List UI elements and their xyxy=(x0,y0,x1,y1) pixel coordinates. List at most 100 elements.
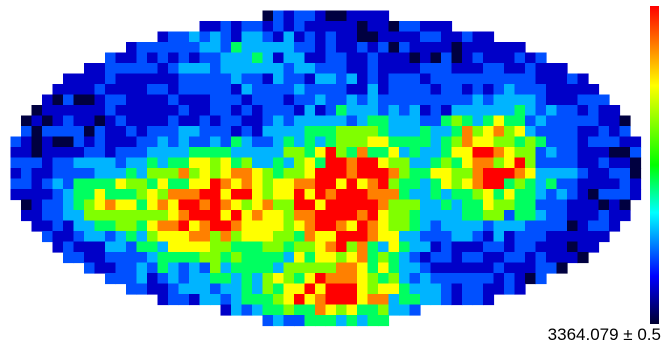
map-pixel xyxy=(189,199,201,211)
map-pixel xyxy=(525,136,537,148)
map-pixel xyxy=(157,73,169,85)
map-pixel xyxy=(588,126,600,138)
map-pixel xyxy=(409,178,421,190)
map-pixel xyxy=(168,157,180,169)
map-pixel xyxy=(420,210,432,222)
map-pixel xyxy=(556,157,568,169)
map-pixel xyxy=(357,84,369,96)
map-pixel xyxy=(430,84,442,96)
map-pixel xyxy=(105,157,117,169)
map-pixel xyxy=(157,231,169,243)
map-pixel xyxy=(420,63,432,75)
map-pixel xyxy=(388,241,400,253)
map-pixel xyxy=(199,115,211,127)
map-pixel xyxy=(252,126,264,138)
map-pixel xyxy=(168,231,180,243)
map-pixel xyxy=(577,94,589,106)
map-pixel xyxy=(315,304,327,316)
map-pixel xyxy=(357,31,369,43)
map-pixel xyxy=(283,252,295,264)
map-pixel xyxy=(346,157,358,169)
map-pixel xyxy=(336,84,348,96)
map-pixel xyxy=(115,63,127,75)
map-pixel xyxy=(283,126,295,138)
map-pixel xyxy=(399,115,411,127)
map-pixel xyxy=(378,231,390,243)
map-pixel xyxy=(493,157,505,169)
map-pixel xyxy=(157,168,169,180)
map-pixel xyxy=(430,252,442,264)
map-pixel xyxy=(220,178,232,190)
map-pixel xyxy=(273,10,285,22)
map-pixel xyxy=(556,126,568,138)
map-pixel xyxy=(199,231,211,243)
map-pixel xyxy=(147,220,159,232)
map-pixel xyxy=(21,199,33,211)
map-pixel xyxy=(451,115,463,127)
map-pixel xyxy=(136,252,148,264)
map-pixel xyxy=(462,262,474,274)
map-pixel xyxy=(378,105,390,117)
map-pixel xyxy=(262,126,274,138)
map-pixel xyxy=(94,94,106,106)
map-pixel xyxy=(388,178,400,190)
map-pixel xyxy=(115,262,127,274)
map-pixel xyxy=(73,126,85,138)
map-pixel xyxy=(619,157,631,169)
map-pixel xyxy=(283,42,295,54)
map-pixel xyxy=(609,157,621,169)
map-pixel xyxy=(178,199,190,211)
map-pixel xyxy=(367,21,379,33)
map-pixel xyxy=(325,21,337,33)
map-pixel xyxy=(336,136,348,148)
map-pixel xyxy=(84,73,96,85)
map-pixel xyxy=(84,147,96,159)
map-pixel xyxy=(178,147,190,159)
map-pixel xyxy=(231,168,243,180)
map-pixel xyxy=(199,273,211,285)
map-pixel xyxy=(430,126,442,138)
map-pixel xyxy=(220,21,232,33)
map-pixel xyxy=(220,220,232,232)
map-pixel xyxy=(115,210,127,222)
map-pixel xyxy=(504,168,516,180)
map-pixel xyxy=(220,294,232,306)
map-pixel xyxy=(31,220,43,232)
map-pixel xyxy=(346,294,358,306)
map-pixel xyxy=(472,31,484,43)
map-pixel xyxy=(84,210,96,222)
map-pixel xyxy=(388,73,400,85)
map-pixel xyxy=(451,189,463,201)
map-pixel xyxy=(483,252,495,264)
map-pixel xyxy=(567,178,579,190)
map-pixel xyxy=(304,94,316,106)
map-pixel xyxy=(525,73,537,85)
map-pixel xyxy=(273,136,285,148)
map-pixel xyxy=(504,42,516,54)
map-pixel xyxy=(84,126,96,138)
map-pixel xyxy=(388,189,400,201)
map-pixel xyxy=(168,31,180,43)
map-pixel xyxy=(535,241,547,253)
map-pixel xyxy=(178,168,190,180)
map-pixel xyxy=(346,168,358,180)
map-pixel xyxy=(273,210,285,222)
map-pixel xyxy=(462,84,474,96)
map-pixel xyxy=(273,63,285,75)
map-pixel xyxy=(357,283,369,295)
map-pixel xyxy=(420,42,432,54)
map-pixel xyxy=(325,220,337,232)
map-pixel xyxy=(388,126,400,138)
map-pixel xyxy=(546,126,558,138)
map-pixel xyxy=(262,73,274,85)
map-pixel xyxy=(336,147,348,159)
map-pixel xyxy=(514,220,526,232)
map-pixel xyxy=(126,73,138,85)
map-pixel xyxy=(84,189,96,201)
map-pixel xyxy=(94,220,106,232)
map-pixel xyxy=(630,189,642,201)
map-pixel xyxy=(493,262,505,274)
map-pixel xyxy=(315,315,327,327)
map-pixel xyxy=(525,147,537,159)
